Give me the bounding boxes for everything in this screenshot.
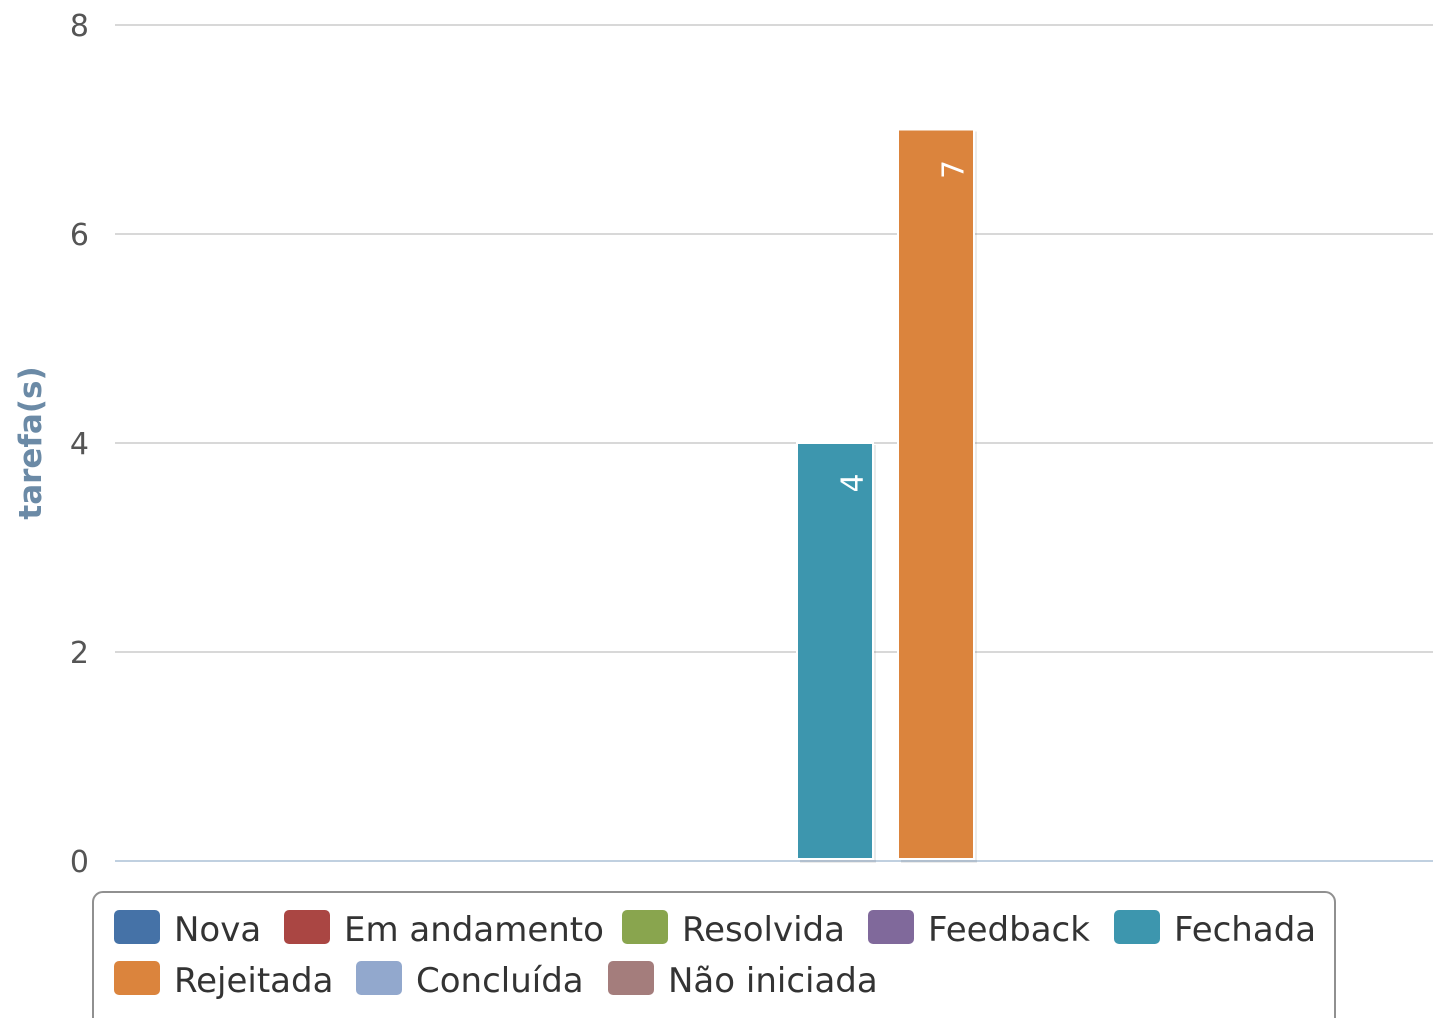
legend-swatch [356,961,402,995]
legend-swatch [114,961,160,995]
grid-lines [115,24,1433,862]
legend-swatch [1114,910,1160,944]
y-tick-label: 6 [70,218,89,253]
y-axis-title: tarefa(s) [13,366,49,519]
bar-data-label: 4 [836,473,871,492]
legend-item-feedback[interactable]: Feedback [868,910,1090,950]
legend-label: Nova [174,910,261,950]
legend-swatch [608,961,654,995]
bar-fechada[interactable] [796,442,874,860]
legend-swatch [622,910,668,944]
legend-label: Em andamento [344,910,604,950]
y-tick-label: 2 [70,636,89,671]
legend-label: Fechada [1174,910,1316,950]
legend[interactable]: Nova Em andamento Resolvida Feedback Fechada… [92,891,1336,1022]
legend-item-nova[interactable]: Nova [114,910,261,950]
legend-label: Concluída [416,961,584,1001]
bar-data-label: 7 [937,160,972,179]
legend-box [92,891,1336,1022]
legend-item-resolvida[interactable]: Resolvida [622,910,845,950]
y-tick-label: 8 [70,9,89,44]
y-axis-ticks: 0 2 4 6 8 [70,9,89,880]
y-tick-label: 0 [70,845,89,880]
bar-rejeitada[interactable] [897,128,975,860]
legend-swatch [868,910,914,944]
legend-swatch [114,910,160,944]
legend-item-fechada[interactable]: Fechada [1114,910,1316,950]
legend-item-em-andamento[interactable]: Em andamento [284,910,604,950]
legend-swatch [284,910,330,944]
legend-label: Não iniciada [668,961,878,1001]
legend-label: Feedback [928,910,1090,950]
legend-item-conclu-da[interactable]: Concluída [356,961,584,1001]
legend-item-rejeitada[interactable]: Rejeitada [114,961,333,1001]
bars: 47 [796,128,977,863]
legend-label: Rejeitada [174,961,333,1001]
legend-label: Resolvida [682,910,845,950]
legend-item-n-o-iniciada[interactable]: Não iniciada [608,961,878,1001]
y-tick-label: 4 [70,427,89,462]
